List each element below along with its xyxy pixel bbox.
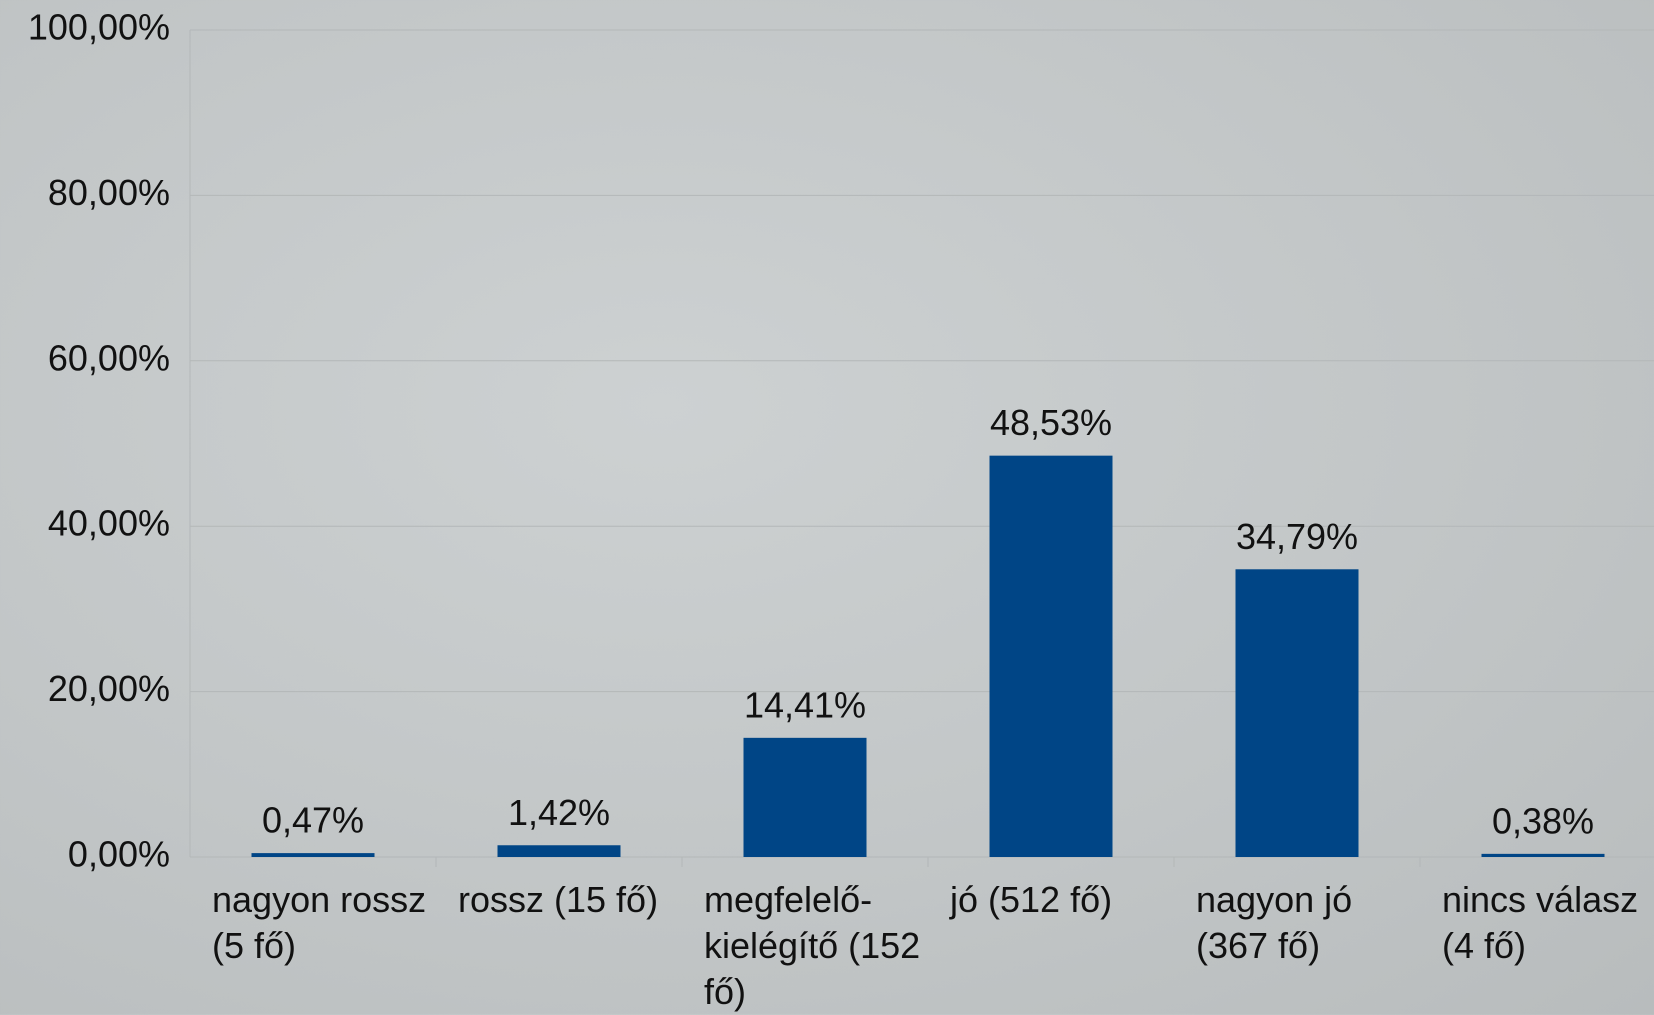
x-tick-label: nagyon jó (367 fő): [1196, 879, 1353, 966]
x-tick-label: nincs válasz (4 fő): [1442, 879, 1639, 966]
x-tick-label: rossz (15 fő): [458, 879, 659, 920]
x-tick-label: megfelelő-kielégítő (152 fő): [704, 879, 921, 1012]
value-label: 0,47%: [262, 800, 364, 841]
y-tick-label: 20,00%: [48, 668, 170, 709]
y-tick-label: 60,00%: [48, 337, 170, 378]
value-label: 1,42%: [508, 792, 610, 833]
value-label: 0,38%: [1492, 800, 1594, 841]
y-tick-label: 0,00%: [68, 834, 170, 875]
bar: [989, 455, 1113, 857]
value-label: 48,53%: [990, 402, 1112, 443]
bar: [1235, 569, 1359, 857]
bar: [1481, 853, 1605, 857]
y-tick-label: 100,00%: [28, 7, 170, 48]
y-tick-label: 80,00%: [48, 172, 170, 213]
bar: [251, 853, 375, 857]
bar: [497, 845, 621, 857]
bar: [743, 737, 867, 857]
value-label: 34,79%: [1236, 516, 1358, 557]
x-tick-label: nagyon rossz (5 fő): [212, 879, 427, 966]
value-label: 14,41%: [744, 684, 866, 725]
y-tick-label: 40,00%: [48, 503, 170, 544]
x-tick-label: jó (512 fő): [950, 879, 1113, 920]
